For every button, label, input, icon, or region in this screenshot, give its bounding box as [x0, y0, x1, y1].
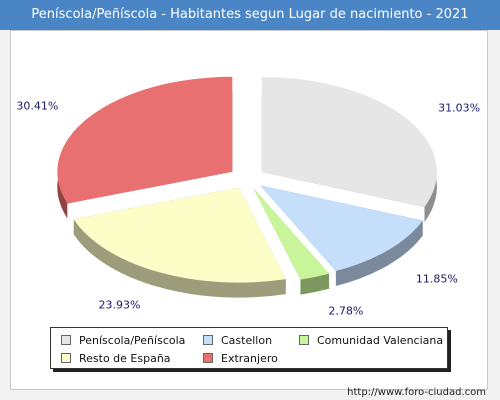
data-label-resto-de-espana: 23.93%: [99, 298, 141, 311]
legend: Peníscola/Peñíscola Castellon Comunidad …: [50, 327, 448, 369]
legend-label: Comunidad Valenciana: [317, 334, 444, 347]
pie-slice-comunidad-valenciana: [253, 188, 330, 280]
legend-swatch: [61, 353, 71, 363]
legend-label: Castellon: [221, 334, 273, 347]
legend-label: Resto de España: [79, 352, 171, 365]
legend-label: Extranjero: [221, 352, 278, 365]
legend-item-comunidad-valenciana: Comunidad Valenciana: [299, 334, 443, 348]
data-label-peniscola: 31.03%: [438, 102, 480, 115]
legend-item-extranjero: Extranjero: [203, 352, 278, 366]
pie-slice-resto-de-espana: [73, 187, 286, 283]
legend-item-resto-de-espana: Resto de España: [61, 352, 171, 366]
legend-swatch: [299, 335, 309, 345]
chart-title: Peníscola/Peñíscola - Habitantes segun L…: [0, 0, 500, 30]
data-label-castellon: 11.85%: [416, 273, 458, 286]
legend-swatch: [203, 353, 213, 363]
data-label-extranjero: 30.41%: [16, 100, 58, 113]
pie-slice-extranjero: [57, 76, 233, 204]
legend-swatch: [61, 335, 71, 345]
source-link[interactable]: http://www.foro-ciudad.com: [347, 387, 486, 398]
legend-label: Peníscola/Peñíscola: [79, 334, 186, 347]
legend-swatch: [203, 335, 213, 345]
legend-item-peniscola: Peníscola/Peñíscola: [61, 334, 185, 348]
data-label-comunidad-valenciana: 2.78%: [328, 304, 363, 317]
pie-slice-peniscola: [261, 76, 437, 208]
legend-item-castellon: Castellon: [203, 334, 272, 348]
pie-slice-castellon: [260, 185, 423, 272]
